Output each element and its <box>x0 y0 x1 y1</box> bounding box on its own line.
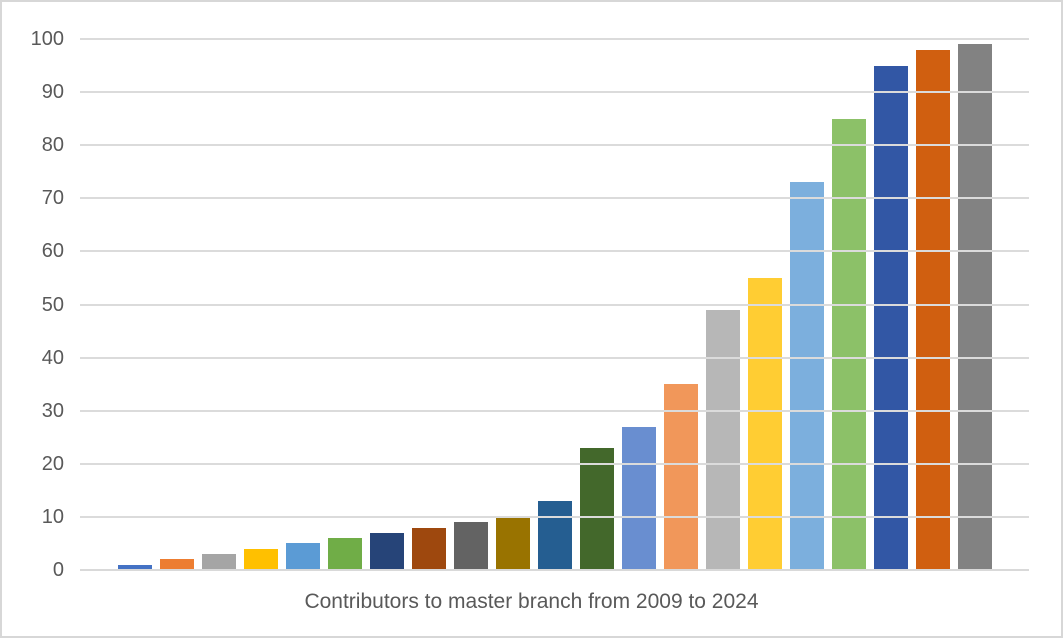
bars-container <box>80 39 1029 570</box>
bar <box>201 554 236 570</box>
gridline <box>80 515 1029 518</box>
bar <box>285 543 320 570</box>
y-axis-tick-label: 20 <box>41 452 64 475</box>
bar <box>453 522 488 570</box>
y-axis-tick-label: 40 <box>41 346 64 369</box>
gridline <box>80 197 1029 200</box>
bar <box>957 44 992 570</box>
bar <box>621 426 656 570</box>
y-axis-tick-label: 10 <box>41 505 64 528</box>
bar <box>369 532 404 570</box>
bar <box>159 559 194 570</box>
y-axis-tick-label: 60 <box>41 240 64 263</box>
x-axis-title: Contributors to master branch from 2009 … <box>304 590 759 613</box>
gridline <box>80 462 1029 465</box>
bar <box>831 118 866 570</box>
bar <box>243 548 278 570</box>
y-axis-tick-label: 70 <box>41 187 64 210</box>
y-axis-tick-label: 100 <box>30 28 64 50</box>
gridline <box>80 144 1029 147</box>
bar <box>915 49 950 570</box>
bar <box>705 309 740 570</box>
bar <box>495 516 530 570</box>
y-axis-tick-label: 80 <box>41 134 64 157</box>
bar <box>411 527 446 570</box>
gridline <box>80 356 1029 359</box>
bar <box>747 277 782 570</box>
y-axis-tick-label: 30 <box>41 399 64 422</box>
bar <box>327 538 362 570</box>
bar <box>873 65 908 570</box>
bar <box>117 564 152 570</box>
y-axis-tick-label: 90 <box>41 81 64 104</box>
bar <box>663 384 698 570</box>
plot-area: 0 10 20 30 40 50 60 70 80 90 100 <box>31 28 1029 581</box>
y-axis-tick-label: 0 <box>52 559 64 581</box>
gridline <box>80 303 1029 306</box>
gridline <box>80 250 1029 253</box>
bar <box>579 447 614 570</box>
gridline <box>80 91 1029 94</box>
gridline <box>80 409 1029 412</box>
bar <box>789 182 824 570</box>
gridline <box>80 38 1029 40</box>
x-axis-line <box>80 569 1029 571</box>
y-axis-tick-label: 50 <box>41 293 64 316</box>
bar <box>537 500 572 570</box>
